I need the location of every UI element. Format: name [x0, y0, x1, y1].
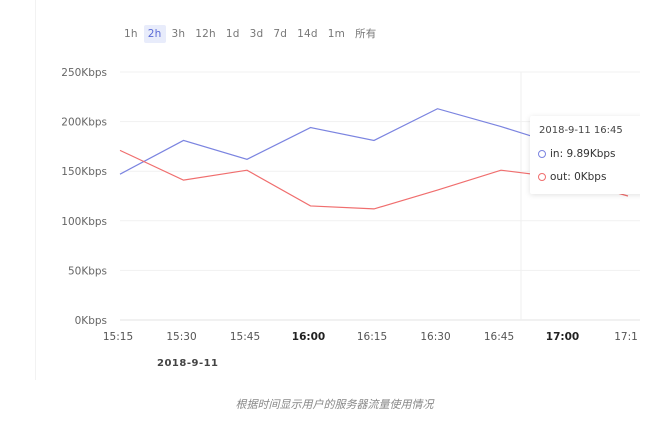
range-button-3h[interactable]: 3h — [171, 28, 186, 40]
y-tick-label: 50Kbps — [68, 265, 107, 277]
x-axis-date-label: 2018-9-11 — [157, 358, 219, 369]
x-tick-label: 17:1 — [614, 331, 638, 343]
y-tick-label: 250Kbps — [61, 67, 107, 79]
range-button-14d[interactable]: 14d — [297, 28, 318, 40]
x-tick-label: 16:00 — [292, 331, 325, 343]
x-tick-label: 16:45 — [484, 331, 514, 343]
y-tick-label: 0Kbps — [75, 315, 107, 327]
x-tick-label: 16:15 — [357, 331, 387, 343]
x-tick-label: 15:45 — [230, 331, 260, 343]
range-button-7d[interactable]: 7d — [273, 28, 288, 40]
figure-caption: 根据时间显示用户的服务器流量使用情况 — [235, 398, 434, 411]
tooltip-in-value: in: 9.89Kbps — [550, 148, 616, 160]
range-button-1d[interactable]: 1d — [225, 28, 240, 40]
chart-tooltip: 2018-9-11 16:45 in: 9.89Kbps out: 0Kbps — [530, 116, 640, 194]
x-tick-label: 15:15 — [103, 331, 133, 343]
tooltip-in-row: in: 9.89Kbps — [538, 148, 616, 160]
tooltip-out-row: out: 0Kbps — [538, 171, 606, 183]
time-range-selector: 1h 2h 3h 12h 1d 3d 7d 14d 1m 所有 — [120, 25, 380, 43]
x-tick-label: 16:30 — [420, 331, 450, 343]
range-button-2h[interactable]: 2h — [143, 25, 166, 43]
card-divider — [35, 0, 36, 380]
tooltip-time: 2018-9-11 16:45 — [539, 125, 623, 136]
range-button-1m[interactable]: 1m — [327, 28, 346, 40]
y-tick-label: 100Kbps — [61, 216, 107, 228]
range-button-3d[interactable]: 3d — [249, 28, 264, 40]
range-button-1h[interactable]: 1h — [124, 28, 138, 40]
y-tick-label: 150Kbps — [61, 166, 107, 178]
x-tick-label: 15:30 — [166, 331, 196, 343]
x-tick-label: 17:00 — [546, 331, 579, 343]
range-button-所有[interactable]: 所有 — [355, 28, 377, 40]
tooltip-out-value: out: 0Kbps — [550, 171, 607, 183]
in-series-marker-icon — [538, 150, 546, 158]
out-series-marker-icon — [538, 173, 546, 181]
traffic-chart-card: 1h 2h 3h 12h 1d 3d 7d 14d 1m 所有 0Kbps 50Kbps 100Kbp… — [35, 0, 640, 380]
range-button-12h[interactable]: 12h — [195, 28, 216, 40]
y-tick-label: 200Kbps — [61, 117, 107, 129]
